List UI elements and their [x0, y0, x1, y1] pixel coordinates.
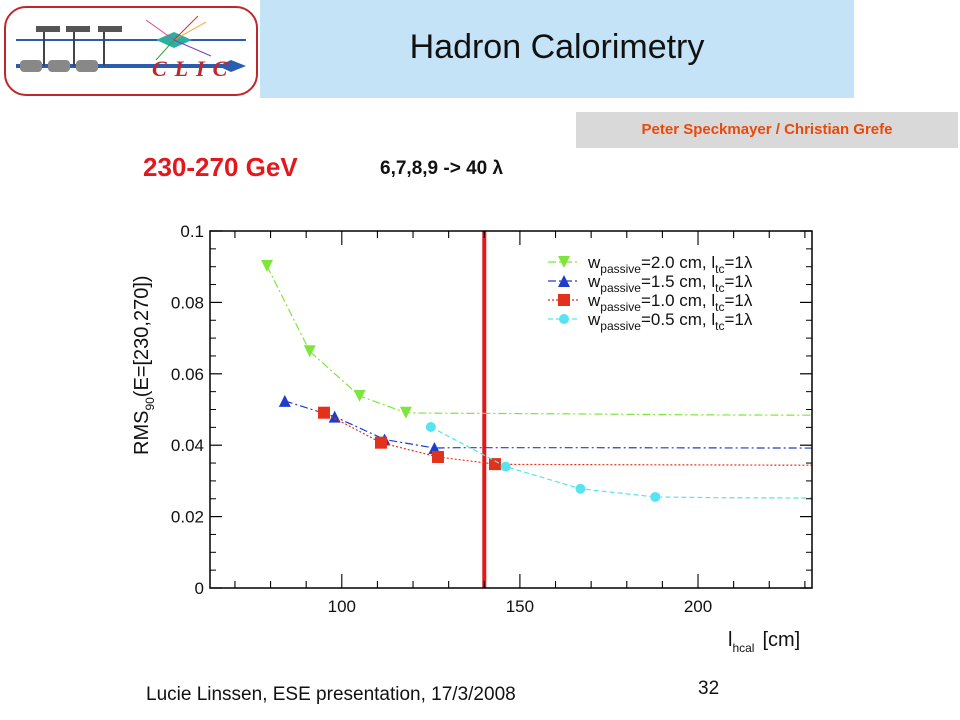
data-point [650, 491, 661, 502]
detector-sketch-icon [16, 15, 246, 72]
y-tick-label: 0.1 [180, 222, 204, 241]
x-tick-label: 150 [506, 597, 534, 616]
logo-text: CLIC [152, 56, 236, 81]
series-layer [260, 259, 813, 502]
data-point [575, 483, 586, 494]
data-point [317, 406, 330, 419]
energy-range-label: 230-270 GeV [143, 152, 298, 182]
legend-marker [558, 275, 570, 287]
data-point [399, 406, 412, 419]
title-band: Hadron Calorimetry [260, 0, 854, 98]
tick-layer: 0 0.02 0.04 0.06 0.08 0.1 100 150 200 [171, 222, 812, 616]
y-tick-label: 0.06 [171, 365, 204, 384]
data-point [488, 458, 501, 471]
y-tick-label: 0 [195, 579, 204, 598]
legend-label: wpassive=1.5 cm, ltc=1λ [587, 272, 753, 295]
layers-label: 6,7,8,9 -> 40 λ [380, 158, 504, 179]
legend-label: wpassive=1.0 cm, ltc=1λ [587, 291, 753, 314]
data-point [303, 345, 316, 358]
data-point [353, 389, 366, 402]
page-title: Hadron Calorimetry [409, 28, 705, 66]
y-tick-label: 0.08 [171, 293, 204, 312]
x-tick-label: 200 [684, 597, 712, 616]
y-tick-label: 0.04 [171, 436, 204, 455]
legend-label: wpassive=2.0 cm, ltc=1λ [587, 253, 753, 276]
legend-marker [558, 256, 570, 268]
author-names: Peter Speckmayer / Christian Grefe [641, 121, 893, 138]
data-point [374, 436, 387, 449]
author-box: Peter Speckmayer / Christian Grefe [576, 112, 958, 148]
presenter-footer: Lucie Linssen, ESE presentation, 17/3/20… [146, 684, 516, 705]
series-line [284, 400, 813, 449]
data-point [328, 410, 341, 423]
series-line [266, 265, 813, 416]
legend-marker [559, 314, 569, 324]
data-point [431, 450, 444, 463]
legend-label: wpassive=0.5 cm, ltc=1λ [587, 310, 753, 333]
series-line [323, 412, 813, 466]
y-axis-title: RMS90(E=[230,270]) [131, 275, 157, 455]
series-line [430, 426, 813, 499]
data-point [260, 259, 273, 272]
clic-logo: CLIC [4, 6, 258, 96]
data-point [425, 421, 436, 432]
legend-marker [558, 294, 570, 306]
x-axis-title: lhcal [cm] [728, 629, 800, 655]
x-tick-label: 100 [328, 597, 356, 616]
data-point [500, 461, 511, 472]
y-tick-label: 0.02 [171, 508, 204, 527]
page-number: 32 [698, 678, 720, 699]
data-point [278, 394, 291, 407]
